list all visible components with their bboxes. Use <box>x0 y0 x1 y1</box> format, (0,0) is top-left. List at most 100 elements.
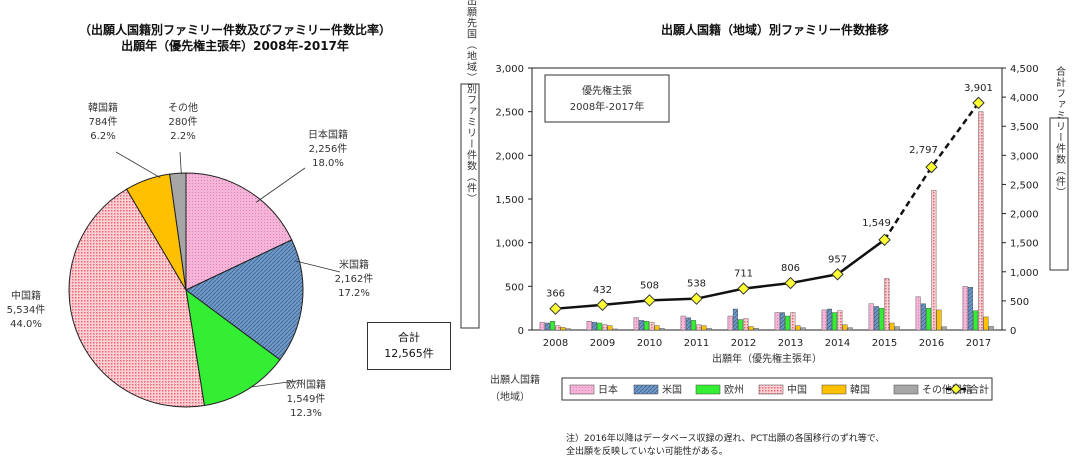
bar <box>936 309 942 331</box>
total-box: 合計 12,565件 <box>367 322 451 370</box>
legend-swatch <box>758 384 784 395</box>
pie-label-count: 2,256件 <box>309 143 348 155</box>
total-value-label: 1,549 <box>862 218 891 229</box>
legend-label: 米国 <box>662 383 682 396</box>
x-tick-label: 2010 <box>637 338 662 349</box>
total-value-label: 711 <box>734 269 753 280</box>
right-tick-label: 3,500 <box>1010 122 1039 133</box>
legend-title-line2: （地域） <box>490 390 530 403</box>
pie-leader-line <box>179 151 182 175</box>
x-tick-label: 2015 <box>872 338 897 349</box>
total-marker <box>925 160 938 174</box>
bar <box>565 328 571 331</box>
bar <box>654 325 660 331</box>
right-tick-label: 2,500 <box>1010 180 1039 191</box>
total-marker <box>643 294 656 307</box>
footnote-line1: 注）2016年以降はデータベース収録の遅れ、PCT出願の各国移行のずれ等で、 <box>566 434 885 444</box>
footnote: 注）2016年以降はデータベース収録の遅れ、PCT出願の各国移行のずれ等で、 全… <box>566 433 884 459</box>
x-tick-label: 2017 <box>966 338 991 349</box>
pie-label-pct: 17.2% <box>338 288 370 299</box>
bar <box>701 325 707 331</box>
pie-label-count: 5,534件 <box>7 304 46 316</box>
pie-slice <box>185 288 281 407</box>
right-tick-label: 2,000 <box>1010 210 1039 221</box>
bar <box>597 322 603 331</box>
x-tick-label: 2014 <box>825 338 850 349</box>
pie-label-count: 280件 <box>168 116 197 128</box>
bar <box>847 327 853 331</box>
legend-label: 中国 <box>787 383 807 396</box>
bar <box>967 287 973 331</box>
bar <box>785 315 791 331</box>
total-label: 合計 <box>398 331 420 344</box>
pie-slice <box>185 172 293 291</box>
total-value-label: 366 <box>546 289 565 300</box>
right-axis-title-box <box>1049 117 1069 271</box>
pie-slice <box>169 172 187 291</box>
bar-line-chart: 0 500 1,000 1,500 2,000 2,500 3,000 0 500 1,000 1,… <box>460 0 1069 403</box>
pie-label-name: 中国籍 <box>11 289 41 302</box>
pie-leader-line <box>294 260 341 273</box>
legend-label: 欧州 <box>724 384 744 396</box>
pie-label-count: 784件 <box>88 116 117 128</box>
pie-leader-line <box>255 167 306 203</box>
bar <box>753 327 759 331</box>
bar <box>795 325 801 331</box>
pie-leader-line <box>250 379 304 388</box>
total-value-label: 2,797 <box>909 145 938 156</box>
bar <box>691 320 697 331</box>
bar <box>644 321 650 331</box>
bar <box>889 322 895 331</box>
legend-swatch <box>569 384 595 395</box>
total-value-label: 538 <box>687 279 706 290</box>
left-axis-title-box <box>460 83 480 329</box>
right-axis-title: 合計ファミリー件数（件） <box>1054 65 1066 198</box>
legend-label: 日本 <box>598 383 618 396</box>
bar <box>550 321 556 331</box>
bar <box>602 324 608 331</box>
pie-chart-title: （出願人国籍別ファミリー件数及びファミリー件数比率） 出願年（優先権主張年）20… <box>0 22 470 54</box>
bar <box>732 308 738 331</box>
left-tick-label: 500 <box>505 282 524 293</box>
total-value: 12,565件 <box>384 347 434 360</box>
bar <box>612 328 618 331</box>
bar <box>962 286 968 331</box>
bar <box>680 315 686 331</box>
bar <box>826 308 832 331</box>
bar <box>748 326 754 331</box>
bar <box>821 309 827 331</box>
bar <box>560 327 566 331</box>
total-value-label: 432 <box>593 285 612 296</box>
bar <box>983 316 989 331</box>
pie-label-name: 韓国籍 <box>88 101 118 114</box>
bar <box>586 321 592 331</box>
bar <box>607 325 613 331</box>
left-axis-title: 出願先国（地域）別ファミリー件数（件） <box>465 0 477 205</box>
inset-line2: 2008年-2017年 <box>570 100 645 113</box>
pie-label-name: その他 <box>168 101 198 114</box>
pie-leader-line <box>115 151 161 179</box>
x-tick-label: 2016 <box>919 338 944 349</box>
legend-swatch <box>633 384 659 395</box>
right-tick-label: 4,000 <box>1010 93 1039 104</box>
left-tick-label: 0 <box>518 326 524 337</box>
legend-swatch <box>821 384 847 395</box>
bar <box>555 325 561 331</box>
bar <box>659 328 665 331</box>
bar <box>973 310 979 331</box>
bar <box>544 322 550 331</box>
bar <box>884 278 890 331</box>
pie-label-pct: 18.0% <box>312 158 344 169</box>
pie-title-line2: 出願年（優先権主張年）2008年-2017年 <box>121 39 349 53</box>
legend-label-total: 合計 <box>969 383 989 396</box>
bar <box>868 303 874 331</box>
x-tick-label: 2009 <box>590 338 615 349</box>
total-marker <box>784 276 797 290</box>
right-tick-label: 1,000 <box>1010 268 1039 279</box>
x-tick-label: 2011 <box>684 338 709 349</box>
pie-label-pct: 44.0% <box>10 319 42 330</box>
x-tick-label: 2008 <box>543 338 568 349</box>
bar <box>685 317 691 331</box>
bar <box>638 320 644 331</box>
footnote-line2: 全出願を反映していない可能性がある。 <box>566 447 728 457</box>
